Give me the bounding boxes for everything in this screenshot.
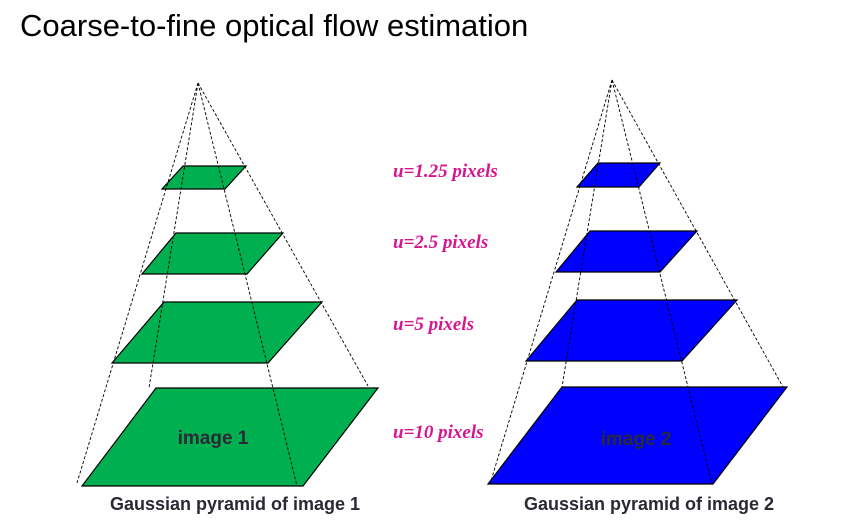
pyramid-1-level-4 [80,387,380,487]
slide-title: Coarse-to-fine optical flow estimation [20,8,529,43]
pyramid-2-level-3 [524,299,739,362]
pyramid-2-level-1 [575,162,662,188]
pyramid-1-level-2 [140,232,285,275]
flow-labels: u=1.25 pixels u=2.5 pixels u=5 pixels u=… [393,161,498,443]
flow-label-level-3: u=5 pixels [393,314,474,335]
pyramid-1-level-3 [110,301,324,364]
pyramid-2-level-2 [554,230,699,273]
pyramid-2-level-4 [486,386,789,485]
flow-label-level-1: u=1.25 pixels [393,161,498,182]
pyramid-2-caption: Gaussian pyramid of image 2 [524,494,774,514]
pyramid-1-level-1 [160,165,248,190]
pyramid-2: image 2 Gaussian pyramid of image 2 [486,79,789,514]
flow-label-level-2: u=2.5 pixels [393,232,488,253]
pyramid-2-edges [489,79,784,485]
pyramid-1-edges [76,82,369,487]
pyramid-1: image 1 Gaussian pyramid of image 1 [76,82,380,514]
pyramid-1-caption: Gaussian pyramid of image 1 [110,494,360,514]
pyramid-1-image-label: image 1 [178,428,249,449]
flow-label-level-4: u=10 pixels [393,422,484,443]
pyramid-2-image-label: image 2 [601,429,672,450]
